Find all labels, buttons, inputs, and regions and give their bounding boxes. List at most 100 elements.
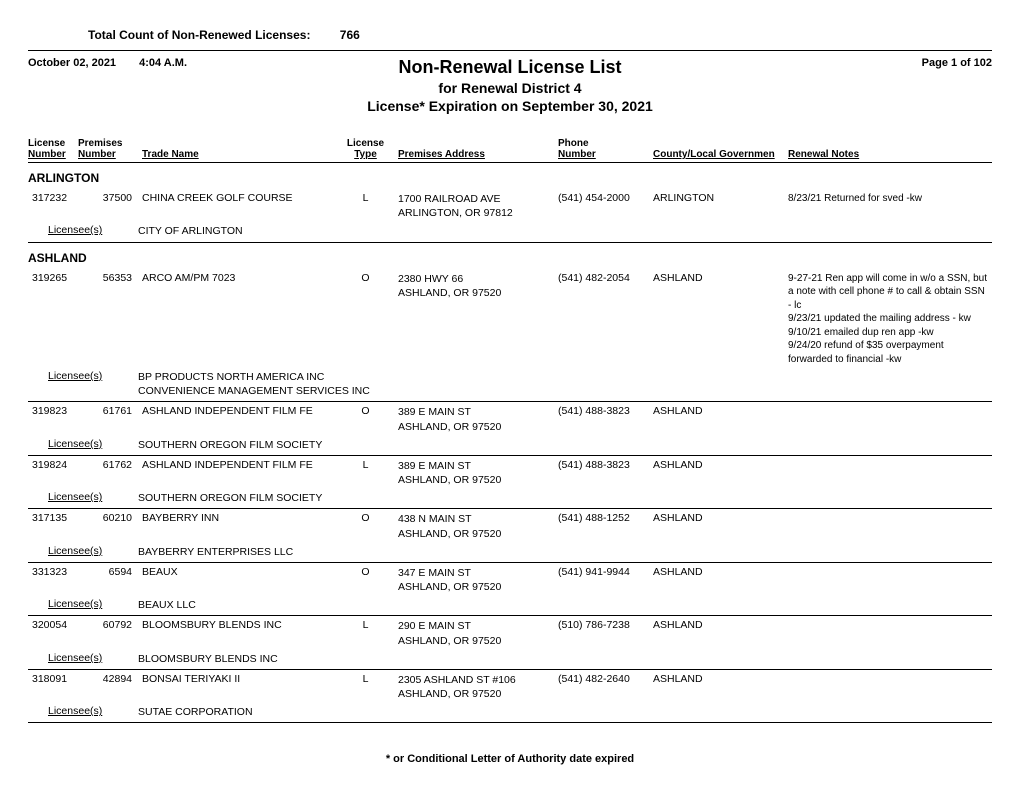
cell-address: 2380 HWY 66ASHLAND, OR 97520	[388, 272, 558, 367]
cell-premises-number: 61762	[78, 459, 138, 487]
record-main-row: 31809142894BONSAI TERIYAKI IIL2305 ASHLA…	[28, 673, 992, 701]
cell-notes	[788, 512, 988, 540]
licensee-label: Licensee(s)	[28, 598, 138, 612]
licensee-names: SUTAE CORPORATION	[138, 705, 992, 719]
cell-notes	[788, 566, 988, 594]
record-main-row: 32005460792BLOOMSBURY BLENDS INCL290 E M…	[28, 619, 992, 647]
header-datetime: October 02, 2021 4:04 A.M.	[28, 57, 187, 69]
cell-county: ASHLAND	[653, 673, 788, 701]
cell-license-number: 319824	[28, 459, 78, 487]
cell-trade-name: ASHLAND INDEPENDENT FILM FE	[138, 459, 343, 487]
header-page: Page 1 of 102	[922, 57, 992, 69]
license-record: 31926556353ARCO AM/PM 7023O2380 HWY 66AS…	[28, 269, 992, 403]
cell-trade-name: BLOOMSBURY BLENDS INC	[138, 619, 343, 647]
cell-trade-name: BONSAI TERIYAKI II	[138, 673, 343, 701]
cell-notes	[788, 459, 988, 487]
header-time: 4:04 A.M.	[139, 57, 187, 69]
cell-notes	[788, 405, 988, 433]
report-header: October 02, 2021 4:04 A.M. Page 1 of 102…	[28, 50, 992, 114]
report-title-3: License* Expiration on September 30, 202…	[28, 98, 992, 114]
cell-county: ASHLAND	[653, 566, 788, 594]
cell-trade-name: BAYBERRY INN	[138, 512, 343, 540]
record-main-row: 31982461762ASHLAND INDEPENDENT FILM FEL3…	[28, 459, 992, 487]
licensee-names: SOUTHERN OREGON FILM SOCIETY	[138, 438, 992, 452]
cell-license-type: O	[343, 405, 388, 433]
cell-premises-number: 61761	[78, 405, 138, 433]
cell-phone: (541) 941-9944	[558, 566, 653, 594]
licensee-label: Licensee(s)	[28, 370, 138, 398]
cell-premises-number: 37500	[78, 192, 138, 220]
cell-notes: 9-27-21 Ren app will come in w/o a SSN, …	[788, 272, 988, 367]
cell-notes	[788, 619, 988, 647]
cell-license-number: 319265	[28, 272, 78, 367]
cell-phone: (541) 488-3823	[558, 459, 653, 487]
col-premises-number-l1: Premises	[78, 138, 122, 149]
cell-address: 438 N MAIN STASHLAND, OR 97520	[388, 512, 558, 540]
licensee-row: Licensee(s)SOUTHERN OREGON FILM SOCIETY	[28, 438, 992, 452]
cell-premises-number: 60792	[78, 619, 138, 647]
licensee-label: Licensee(s)	[28, 491, 138, 505]
licensee-row: Licensee(s)BEAUX LLC	[28, 598, 992, 612]
cell-phone: (510) 786-7238	[558, 619, 653, 647]
cell-license-type: O	[343, 272, 388, 367]
cell-county: ASHLAND	[653, 272, 788, 367]
cell-county: ASHLAND	[653, 459, 788, 487]
licensee-names: SOUTHERN OREGON FILM SOCIETY	[138, 491, 992, 505]
cell-phone: (541) 454-2000	[558, 192, 653, 220]
license-record: 31723237500CHINA CREEK GOLF COURSEL1700 …	[28, 189, 992, 243]
cell-trade-name: BEAUX	[138, 566, 343, 594]
licensee-label: Licensee(s)	[28, 705, 138, 719]
col-premises-address: Premises Address	[398, 149, 485, 160]
col-license-number-l1: License	[28, 138, 65, 149]
cell-premises-number: 60210	[78, 512, 138, 540]
cell-premises-number: 42894	[78, 673, 138, 701]
licensee-row: Licensee(s)BP PRODUCTS NORTH AMERICA INC…	[28, 370, 992, 398]
report-title-2: for Renewal District 4	[28, 80, 992, 96]
cell-license-number: 320054	[28, 619, 78, 647]
licensee-label: Licensee(s)	[28, 224, 138, 238]
cell-notes: 8/23/21 Returned for sved -kw	[788, 192, 988, 220]
licensee-label: Licensee(s)	[28, 545, 138, 559]
cell-trade-name: ARCO AM/PM 7023	[138, 272, 343, 367]
col-phone-l1: Phone	[558, 138, 589, 149]
col-phone-l2: Number	[558, 149, 596, 160]
cell-license-number: 317135	[28, 512, 78, 540]
cell-phone: (541) 488-1252	[558, 512, 653, 540]
licensee-row: Licensee(s)BLOOMSBURY BLENDS INC	[28, 652, 992, 666]
cell-phone: (541) 488-3823	[558, 405, 653, 433]
licensee-names: BEAUX LLC	[138, 598, 992, 612]
cell-trade-name: ASHLAND INDEPENDENT FILM FE	[138, 405, 343, 433]
cell-trade-name: CHINA CREEK GOLF COURSE	[138, 192, 343, 220]
cell-address: 389 E MAIN STASHLAND, OR 97520	[388, 405, 558, 433]
cell-county: ASHLAND	[653, 512, 788, 540]
licensee-label: Licensee(s)	[28, 438, 138, 452]
licensee-row: Licensee(s)SUTAE CORPORATION	[28, 705, 992, 719]
licensee-names: BAYBERRY ENTERPRISES LLC	[138, 545, 992, 559]
cell-license-type: O	[343, 512, 388, 540]
col-license-type-l1: License	[347, 138, 384, 149]
cell-phone: (541) 482-2640	[558, 673, 653, 701]
cell-address: 290 E MAIN STASHLAND, OR 97520	[388, 619, 558, 647]
licensee-names: BLOOMSBURY BLENDS INC	[138, 652, 992, 666]
cell-license-number: 317232	[28, 192, 78, 220]
licensee-names: BP PRODUCTS NORTH AMERICA INCCONVENIENCE…	[138, 370, 992, 398]
license-record: 3313236594BEAUXO347 E MAIN STASHLAND, OR…	[28, 563, 992, 617]
total-count-line: Total Count of Non-Renewed Licenses: 766	[28, 28, 992, 42]
cell-county: ASHLAND	[653, 619, 788, 647]
cell-address: 1700 RAILROAD AVEARLINGTON, OR 97812	[388, 192, 558, 220]
license-record: 31809142894BONSAI TERIYAKI IIL2305 ASHLA…	[28, 670, 992, 724]
cell-address: 2305 ASHLAND ST #106ASHLAND, OR 97520	[388, 673, 558, 701]
footnote: * or Conditional Letter of Authority dat…	[28, 753, 992, 765]
cell-address: 347 E MAIN STASHLAND, OR 97520	[388, 566, 558, 594]
license-record: 31713560210BAYBERRY INNO438 N MAIN STASH…	[28, 509, 992, 563]
license-record: 32005460792BLOOMSBURY BLENDS INCL290 E M…	[28, 616, 992, 670]
records-container: ARLINGTON 31723237500CHINA CREEK GOLF COU…	[28, 171, 992, 723]
header-date: October 02, 2021	[28, 57, 116, 69]
record-main-row: 31723237500CHINA CREEK GOLF COURSEL1700 …	[28, 192, 992, 220]
cell-license-number: 331323	[28, 566, 78, 594]
cell-premises-number: 56353	[78, 272, 138, 367]
licensee-row: Licensee(s)CITY OF ARLINGTON	[28, 224, 992, 238]
record-main-row: 31982361761ASHLAND INDEPENDENT FILM FEO3…	[28, 405, 992, 433]
group-header: ARLINGTON	[28, 171, 992, 185]
licensee-label: Licensee(s)	[28, 652, 138, 666]
